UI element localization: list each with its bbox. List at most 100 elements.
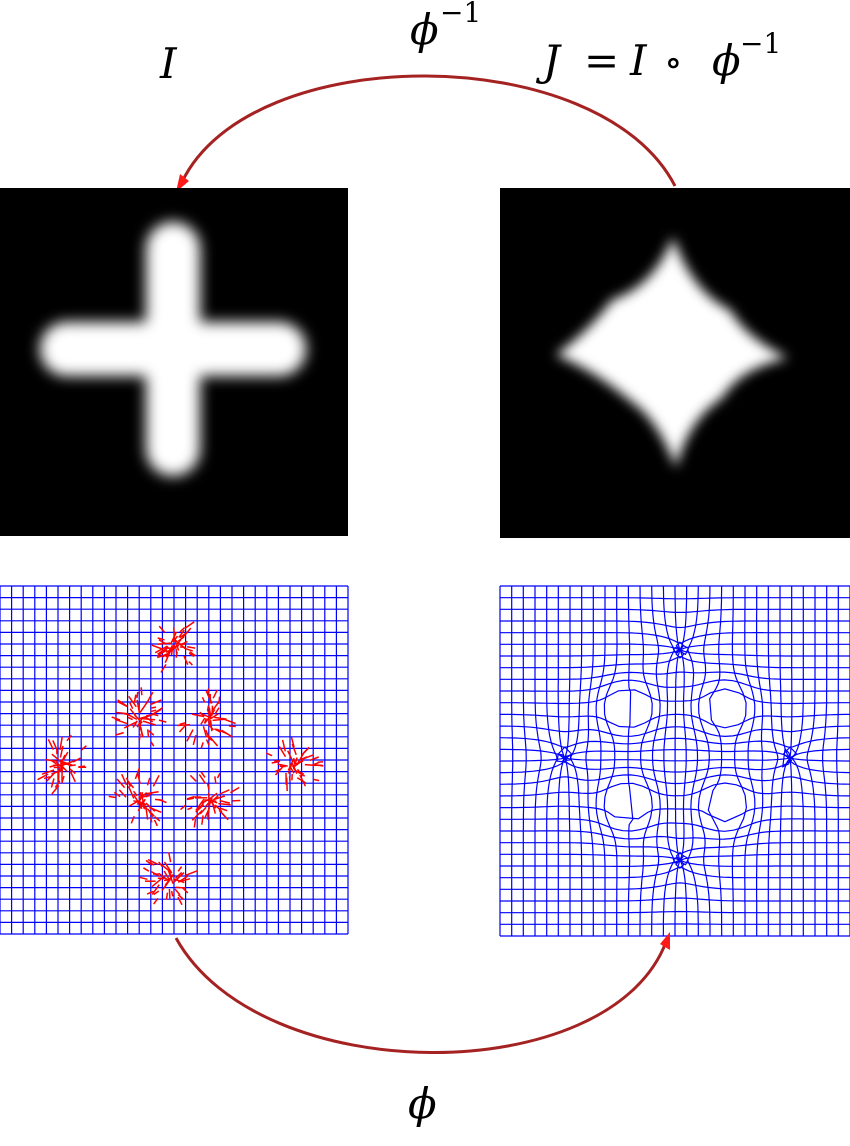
warped-grid-line <box>500 819 850 831</box>
displacement-vector <box>187 808 192 810</box>
warped-grid-line <box>571 586 582 936</box>
displacement-vector <box>143 868 149 871</box>
inverse-map-label: ϕ −1 <box>410 0 481 54</box>
displacement-vector <box>153 775 159 786</box>
displacement-vector <box>148 778 150 785</box>
displacement-vector <box>137 692 138 698</box>
displacement-vector <box>194 819 195 827</box>
displacement-vector <box>215 708 219 714</box>
warped-grid-line <box>745 586 755 936</box>
warped-grid-line <box>500 657 850 668</box>
displacement-vector <box>214 717 226 719</box>
displacement-vector <box>178 867 181 872</box>
displacement-vector <box>177 725 190 726</box>
displacement-vector <box>151 707 156 708</box>
displacement-vector <box>164 880 169 881</box>
displacement-vector <box>220 790 230 794</box>
warped-grid-line <box>586 586 593 936</box>
svg-text:I: I <box>629 36 648 85</box>
displacement-vector <box>109 796 116 797</box>
displacement-vector <box>187 647 195 648</box>
warped-grid-line <box>807 586 815 936</box>
forward-map-label: ϕ <box>408 1079 437 1128</box>
displacement-vector <box>202 815 203 824</box>
displacement-vector <box>169 889 170 899</box>
displacement-vector <box>176 887 186 888</box>
displacement-vector <box>220 801 230 804</box>
target-image-label: J = I ∘ ϕ −1 <box>535 27 781 85</box>
warped-grid-line <box>708 586 721 936</box>
svg-text:ϕ: ϕ <box>410 5 439 54</box>
warped-grid-line <box>500 621 850 628</box>
displacement-vector <box>229 726 236 727</box>
displacement-vector <box>185 871 198 876</box>
displacement-vector <box>128 717 133 719</box>
warped-grid-line <box>768 586 778 936</box>
warped-grid-line <box>640 586 652 936</box>
svg-text:∘: ∘ <box>664 40 683 84</box>
source-image-panel <box>0 188 348 536</box>
displacement-vector <box>213 719 225 720</box>
warped-grid-line <box>604 586 617 936</box>
displacement-vector <box>115 719 127 723</box>
displacement-vector <box>139 877 147 879</box>
displacement-vector <box>158 638 165 640</box>
displacement-vector <box>141 687 142 695</box>
displacement-vector <box>152 645 162 649</box>
warped-grid-line <box>792 586 804 936</box>
source-grid-panel <box>0 586 348 934</box>
displacement-vector <box>180 647 185 648</box>
svg-text:−1: −1 <box>440 0 481 29</box>
warped-grid-line <box>500 883 850 889</box>
inverse-map-arc <box>182 76 675 186</box>
displacement-vector <box>141 727 143 736</box>
svg-text:ϕ: ϕ <box>712 36 741 85</box>
displacement-vector <box>175 889 180 895</box>
displacement-vector <box>213 690 217 698</box>
target-image-panel <box>500 188 850 538</box>
warped-grid-line <box>500 633 850 644</box>
warped-grid-line <box>500 672 850 679</box>
displacement-vector <box>218 773 220 778</box>
warped-grid-panel <box>500 586 850 936</box>
displacement-vector <box>139 734 140 741</box>
displacement-vector <box>152 879 161 886</box>
warped-grid-line <box>757 586 763 936</box>
warped-grid-line <box>500 867 850 878</box>
displacement-vector <box>172 891 173 896</box>
displacement-vector <box>180 723 186 724</box>
svg-text:J: J <box>535 36 562 85</box>
displacement-vector <box>283 740 286 751</box>
warped-grid-line <box>500 680 850 691</box>
displacement-vector <box>190 775 196 781</box>
displacement-vector <box>200 807 206 814</box>
displacement-vector <box>131 816 134 823</box>
displacement-vector <box>174 627 175 640</box>
displacement-vector <box>71 765 76 766</box>
displacement-vector <box>208 688 209 695</box>
displacement-vector <box>219 697 220 704</box>
displacement-vector <box>130 703 133 709</box>
displacement-vector <box>314 779 320 780</box>
warped-grid-line <box>628 586 633 936</box>
warped-grid-line <box>547 586 557 936</box>
displacement-vector <box>169 853 171 863</box>
displacement-vector <box>159 720 166 722</box>
warped-grid-line <box>698 586 710 936</box>
displacement-vector <box>148 729 149 737</box>
displacement-vector <box>302 755 313 759</box>
forward-map-arc <box>176 938 666 1053</box>
displacement-vector <box>304 749 309 753</box>
displacement-vector <box>189 662 193 666</box>
displacement-vector <box>155 820 158 826</box>
displacement-vector <box>201 742 203 748</box>
displacement-vector <box>140 701 148 712</box>
displacement-vector <box>305 765 316 766</box>
displacement-vector <box>201 718 205 724</box>
displacement-vector <box>201 772 205 778</box>
displacement-vector <box>187 730 193 742</box>
displacement-vector <box>209 793 210 804</box>
warped-grid-line <box>596 586 605 936</box>
displacement-vector <box>151 742 154 746</box>
